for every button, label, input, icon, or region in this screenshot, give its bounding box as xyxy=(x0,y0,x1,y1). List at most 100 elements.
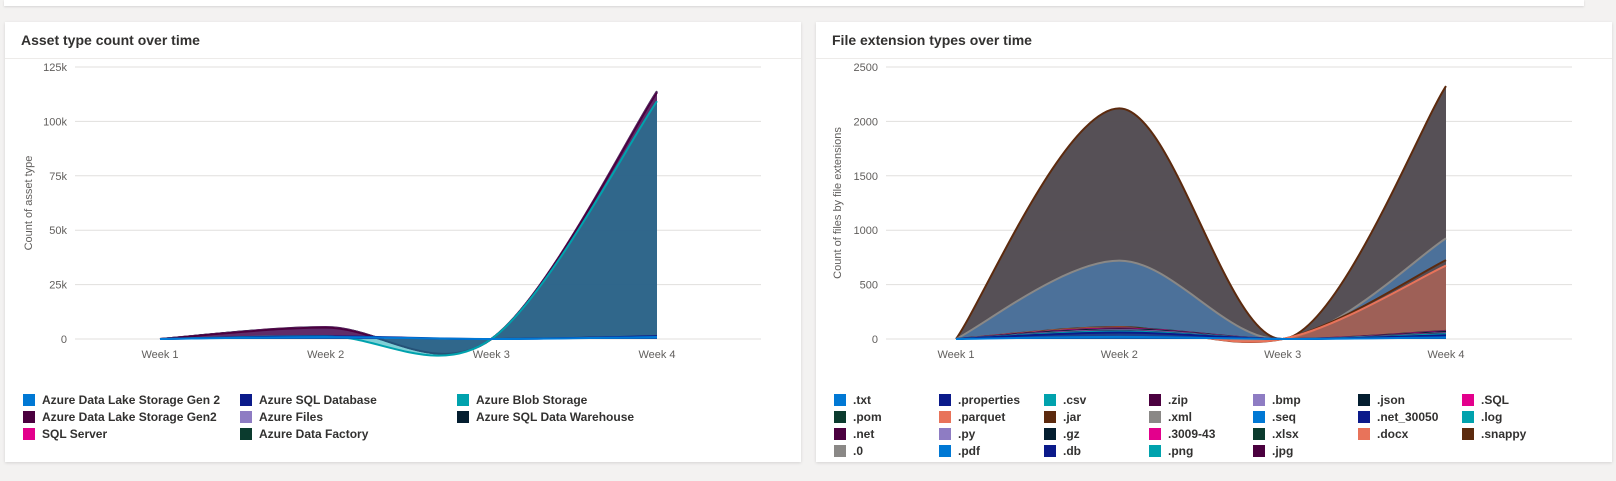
legend-swatch xyxy=(1358,394,1370,406)
legend-label: .jpg xyxy=(1272,444,1294,458)
legend-item-jar[interactable]: .jar xyxy=(1044,409,1149,425)
legend-item-azure-blob-storage[interactable]: Azure Blob Storage xyxy=(457,392,677,408)
legend-item-sql[interactable]: .SQL xyxy=(1462,392,1552,408)
x-tick-label: Week 4 xyxy=(638,349,675,361)
x-tick-label: Week 4 xyxy=(1427,349,1464,361)
legend-swatch xyxy=(240,394,252,406)
legend-label: .properties xyxy=(958,393,1021,407)
legend-item-net[interactable]: .net xyxy=(834,426,939,442)
legend-swatch xyxy=(834,428,846,440)
legend-swatch xyxy=(1462,411,1474,423)
legend-label: .jar xyxy=(1063,410,1082,424)
legend-item-json[interactable]: .json xyxy=(1358,392,1462,408)
legend-item-gz[interactable]: .gz xyxy=(1044,426,1149,442)
legend-swatch xyxy=(939,394,951,406)
legend-swatch xyxy=(1149,428,1161,440)
legend-item-azure-files[interactable]: Azure Files xyxy=(240,409,457,425)
legend-label: .log xyxy=(1481,410,1503,424)
legend-item-azure-sql-database[interactable]: Azure SQL Database xyxy=(240,392,457,408)
area-azure-blob-storage xyxy=(160,101,657,356)
legend-item-azure-data-factory[interactable]: Azure Data Factory xyxy=(240,426,457,442)
legend-label: .py xyxy=(958,427,976,441)
legend-item-docx[interactable]: .docx xyxy=(1358,426,1462,442)
legend-swatch xyxy=(1044,411,1056,423)
legend-item-snappy[interactable]: .snappy xyxy=(1462,426,1552,442)
y-tick-label: 1000 xyxy=(854,225,878,237)
legend-swatch xyxy=(1149,394,1161,406)
file-extension-card-title: File extension types over time xyxy=(816,22,1612,59)
legend-swatch xyxy=(240,411,252,423)
asset-type-card: Asset type count over time 0 25k 50k 75k 100… xyxy=(5,22,801,462)
legend-item-xlsx[interactable]: .xlsx xyxy=(1253,426,1358,442)
legend-label: .xml xyxy=(1168,410,1193,424)
legend-item-properties[interactable]: .properties xyxy=(939,392,1044,408)
legend-swatch xyxy=(240,428,252,440)
legend-item-azure-sql-data-warehouse[interactable]: Azure SQL Data Warehouse xyxy=(457,409,677,425)
legend-swatch xyxy=(23,411,35,423)
legend-item-3009-43[interactable]: .3009-43 xyxy=(1149,426,1253,442)
y-tick-label: 0 xyxy=(872,334,878,346)
legend-item-zip[interactable]: .zip xyxy=(1149,392,1253,408)
legend-swatch xyxy=(939,428,951,440)
legend-swatch xyxy=(939,445,951,457)
legend-item-db[interactable]: .db xyxy=(1044,443,1149,459)
legend-label: Azure Blob Storage xyxy=(476,393,588,407)
legend-label: .seq xyxy=(1272,410,1297,424)
legend-item-pom[interactable]: .pom xyxy=(834,409,939,425)
legend-swatch xyxy=(1253,394,1265,406)
legend-label: .net xyxy=(853,427,875,441)
legend-swatch xyxy=(457,411,469,423)
legend-item-0[interactable]: .0 xyxy=(834,443,939,459)
legend-swatch xyxy=(1253,428,1265,440)
legend-item-csv[interactable]: .csv xyxy=(1044,392,1149,408)
legend-item-azure-data-lake-storage-gen2[interactable]: Azure Data Lake Storage Gen2 xyxy=(23,409,240,425)
legend-item-log[interactable]: .log xyxy=(1462,409,1552,425)
legend-swatch xyxy=(1253,411,1265,423)
legend-item-seq[interactable]: .seq xyxy=(1253,409,1358,425)
legend-swatch xyxy=(834,411,846,423)
legend-item-bmp[interactable]: .bmp xyxy=(1253,392,1358,408)
legend-item-png[interactable]: .png xyxy=(1149,443,1253,459)
legend-swatch xyxy=(1044,445,1056,457)
legend-swatch xyxy=(1462,394,1474,406)
y-tick-label: 500 xyxy=(860,280,878,292)
line-azure-data-lake-storage-gen-2 xyxy=(159,336,658,341)
legend-swatch xyxy=(1462,428,1474,440)
y-axis-title: Count of files by file extensions xyxy=(832,127,844,279)
y-tick-label: 50k xyxy=(49,225,67,237)
file-extension-card: File extension types over time 0 500 1000 1… xyxy=(816,22,1612,462)
legend-item-txt[interactable]: .txt xyxy=(834,392,939,408)
legend-label: .xlsx xyxy=(1272,427,1299,441)
legend-label: Azure SQL Data Warehouse xyxy=(476,410,635,424)
legend-label: .parquet xyxy=(958,410,1006,424)
legend-label: .csv xyxy=(1063,393,1087,407)
legend-item-net-30050[interactable]: .net_30050 xyxy=(1358,409,1462,425)
legend-item-azure-data-lake-storage-gen-2[interactable]: Azure Data Lake Storage Gen 2 xyxy=(23,392,240,408)
legend-item-py[interactable]: .py xyxy=(939,426,1044,442)
legend-item-sql-server[interactable]: SQL Server xyxy=(23,426,240,442)
line-xml xyxy=(955,237,1447,341)
legend-swatch xyxy=(1149,411,1161,423)
y-tick-label: 100k xyxy=(43,116,67,128)
x-tick-label: Week 3 xyxy=(473,349,510,361)
y-tick-label: 2500 xyxy=(854,62,878,74)
legend-label: Azure Data Lake Storage Gen 2 xyxy=(42,393,221,407)
y-tick-label: 1500 xyxy=(854,171,878,183)
y-tick-label: 0 xyxy=(61,334,67,346)
legend-label: .docx xyxy=(1377,427,1409,441)
asset-type-chart: 0 25k 50k 75k 100k 125k Week 1 Week 2 Week 3 Week… xyxy=(23,62,761,361)
line-snappy xyxy=(955,85,1447,341)
legend-label: .net_30050 xyxy=(1377,410,1439,424)
legend-label: Azure Data Factory xyxy=(259,427,369,441)
file-extension-chart: 0 500 1000 1500 2000 2500 Week 1 Week 2 Week 3 We… xyxy=(832,62,1572,361)
legend-item-parquet[interactable]: .parquet xyxy=(939,409,1044,425)
x-tick-label: Week 1 xyxy=(141,349,178,361)
legend-item-jpg[interactable]: .jpg xyxy=(1253,443,1358,459)
x-tick-label: Week 2 xyxy=(1101,349,1138,361)
legend-swatch xyxy=(457,394,469,406)
y-axis-title: Count of asset type xyxy=(23,156,35,251)
asset-type-card-title: Asset type count over time xyxy=(5,22,801,59)
legend-item-xml[interactable]: .xml xyxy=(1149,409,1253,425)
legend-swatch xyxy=(1044,428,1056,440)
legend-item-pdf[interactable]: .pdf xyxy=(939,443,1044,459)
